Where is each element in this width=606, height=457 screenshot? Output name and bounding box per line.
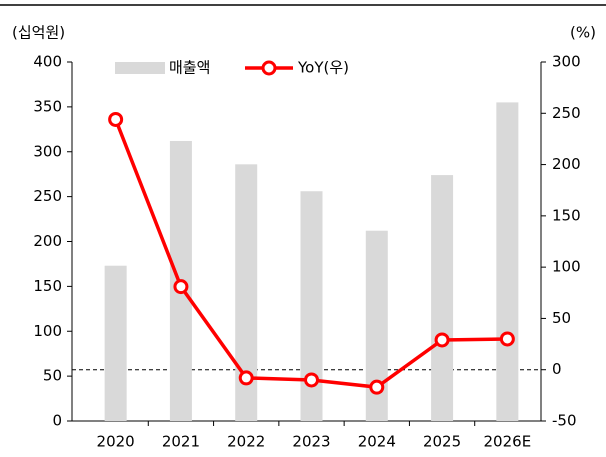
y2-tick-label: 300 — [552, 53, 581, 71]
bar — [365, 230, 388, 421]
legend-swatch — [115, 62, 165, 74]
legend-label: YoY(우) — [297, 59, 349, 77]
y-tick-label: 400 — [33, 53, 62, 71]
y-tick-label: 200 — [33, 232, 62, 250]
x-tick-label: 2021 — [162, 433, 200, 451]
y-tick-label: 0 — [52, 412, 62, 430]
bar — [496, 102, 519, 421]
y-axis-label: (십억원) — [12, 24, 65, 42]
y-tick-label: 250 — [33, 187, 62, 205]
y2-tick-label: 250 — [552, 104, 581, 122]
y2-tick-label: 100 — [552, 258, 581, 276]
y2-tick-label: 50 — [552, 309, 571, 327]
y-tick-label: 150 — [33, 277, 62, 295]
line-marker — [173, 279, 189, 295]
line-marker — [499, 331, 515, 347]
bar — [431, 175, 454, 421]
legend-swatch-marker — [261, 60, 277, 76]
x-tick-label: 2026E — [484, 433, 532, 451]
line-marker — [108, 111, 124, 127]
x-tick-label: 2023 — [292, 433, 330, 451]
y2-tick-label: 150 — [552, 206, 581, 224]
y2-tick-label: 0 — [552, 360, 562, 378]
legend-label: 매출액 — [169, 59, 210, 77]
line-marker — [434, 332, 450, 348]
x-tick-label: 2022 — [227, 433, 265, 451]
bar — [104, 265, 127, 421]
y2-tick-label: 200 — [552, 155, 581, 173]
bar — [235, 164, 258, 421]
y2-tick-label: -50 — [552, 412, 577, 430]
y-tick-label: 300 — [33, 142, 62, 160]
x-tick-label: 2020 — [97, 433, 135, 451]
line-marker — [238, 370, 254, 386]
x-tick-label: 2024 — [358, 433, 396, 451]
y-tick-label: 100 — [33, 322, 62, 340]
line-marker — [369, 379, 385, 395]
bar — [300, 191, 323, 421]
x-tick-label: 2025 — [423, 433, 461, 451]
y-tick-label: 50 — [43, 367, 62, 385]
y-tick-label: 350 — [33, 97, 62, 115]
y2-axis-label: (%) — [570, 24, 596, 42]
line-marker — [304, 372, 319, 388]
